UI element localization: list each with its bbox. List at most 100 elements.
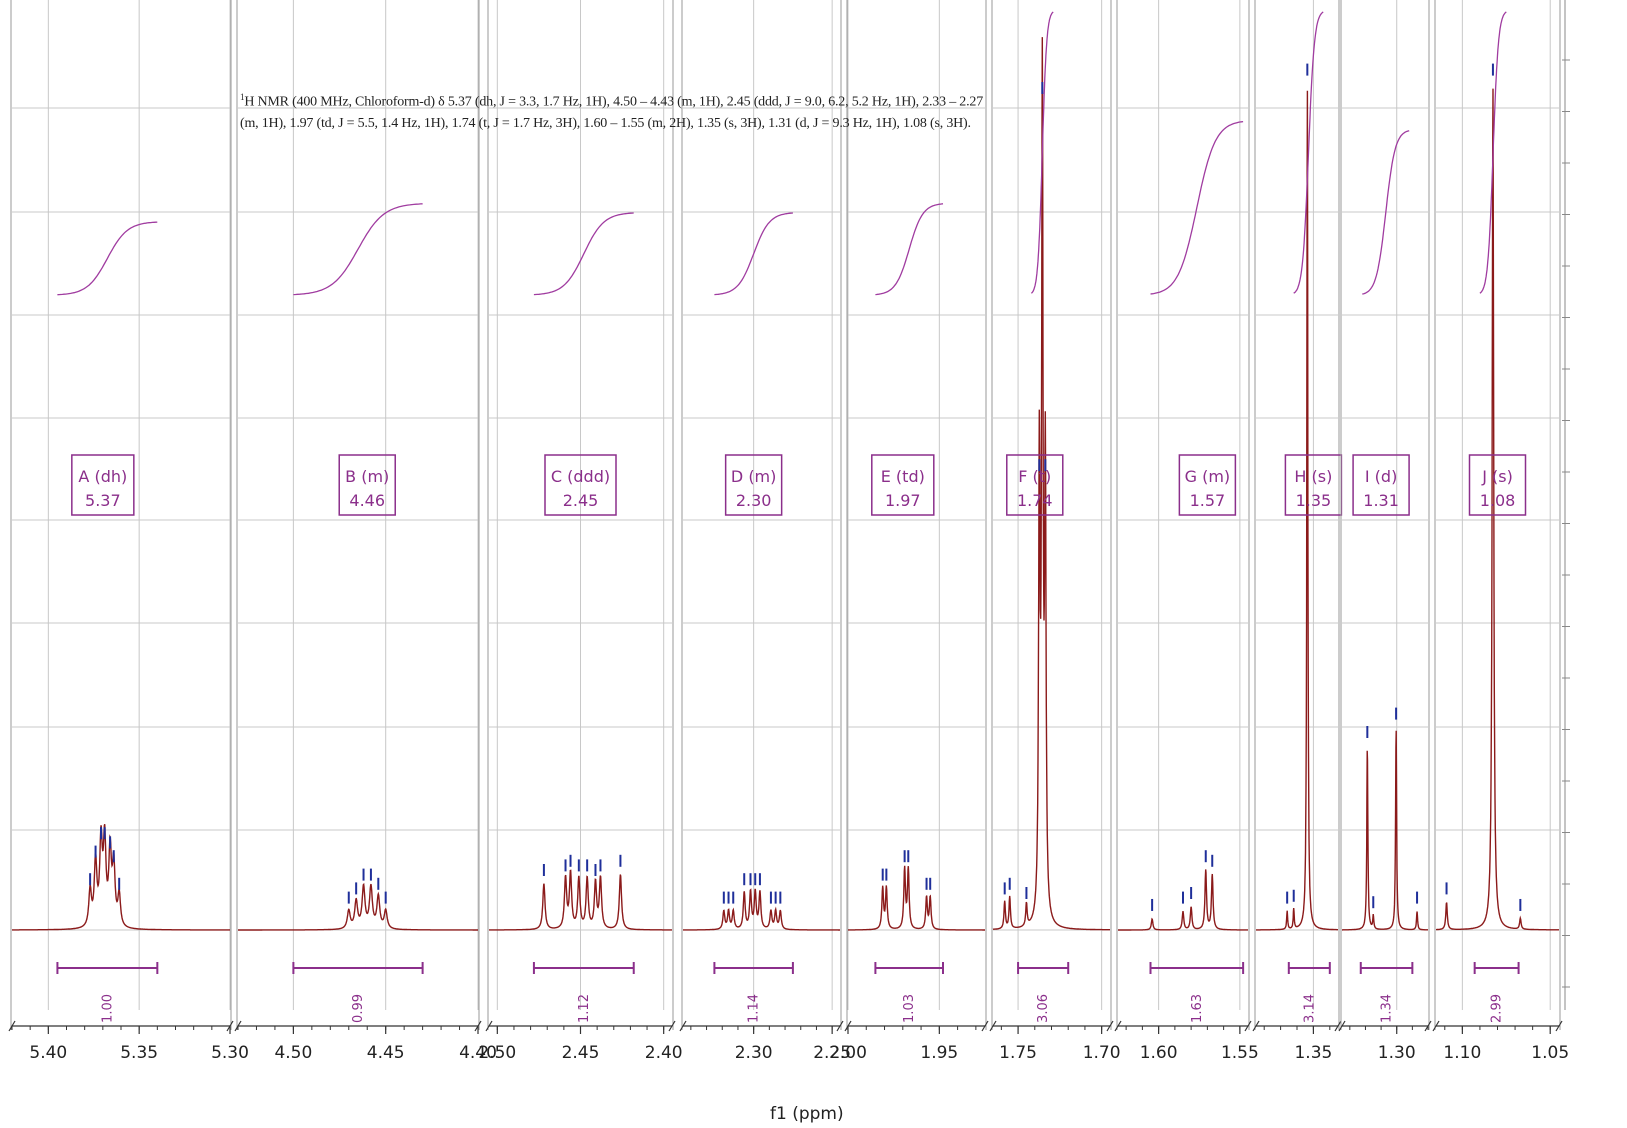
- x-tick-label: 4.50: [274, 1043, 312, 1063]
- integral-curve-D: [714, 212, 793, 296]
- spectrum-trace-J: [1436, 88, 1559, 931]
- multiplet-shift-C: 2.45: [563, 491, 599, 510]
- panel-H: H (s) 1.35 3.14 1.35: [1252, 0, 1343, 1063]
- x-tick-label: 2.40: [645, 1043, 683, 1063]
- multiplet-box-F: [1006, 454, 1064, 516]
- integral-curve-A: [57, 221, 158, 296]
- x-tick-label: 1.10: [1443, 1043, 1481, 1063]
- spectrum-trace-B: [238, 882, 478, 931]
- multiplet-box-I: [1352, 454, 1410, 516]
- spectrum-trace-G: [1118, 869, 1248, 931]
- integral-value-H: 3.14: [1302, 994, 1317, 1023]
- axis-break-mark: [981, 1020, 989, 1032]
- multiplet-shift-G: 1.57: [1190, 491, 1226, 510]
- axis-break-mark: [1114, 1020, 1122, 1032]
- x-tick-label: 2.00: [829, 1043, 867, 1063]
- axis-break-mark: [668, 1020, 676, 1032]
- panel-J: J (s) 1.08 2.99 1.10 1.05: [1432, 0, 1569, 1063]
- axis-break-mark: [836, 1020, 844, 1032]
- multiplet-label-I: I (d): [1365, 467, 1397, 486]
- x-tick-label: 4.40: [459, 1043, 497, 1063]
- nmr-caption-text: H NMR (400 MHz, Chloroform-d) δ 5.37 (dh…: [240, 94, 984, 131]
- integral-value-G: 1.63: [1190, 994, 1205, 1023]
- multiplet-label-E: E (td): [881, 467, 925, 486]
- multiplet-label-H: H (s): [1294, 467, 1332, 486]
- multiplet-label-A: A (dh): [78, 467, 127, 486]
- multiplet-box-B: [338, 454, 396, 516]
- multiplet-box-D: [724, 454, 783, 516]
- panel-C: C (ddd) 2.45 1.12 2.50 2.45 2.40: [478, 0, 683, 1063]
- axis-break-mark: [485, 1020, 493, 1032]
- x-tick-label: 1.95: [920, 1043, 958, 1063]
- axis-break-mark: [1555, 1020, 1563, 1032]
- integral-curve-G: [1150, 120, 1244, 295]
- axis-break-mark: [1432, 1020, 1440, 1032]
- x-tick-label: 2.25: [813, 1043, 851, 1063]
- x-tick-label: 1.60: [1140, 1043, 1178, 1063]
- multiplet-shift-H: 1.35: [1296, 491, 1332, 510]
- integral-curve-H: [1293, 11, 1324, 294]
- multiplet-label-G: G (m): [1185, 467, 1231, 486]
- x-tick-label: 2.50: [478, 1043, 516, 1063]
- x-tick-label: 2.45: [562, 1043, 600, 1063]
- x-tick-label: 5.35: [120, 1043, 158, 1063]
- x-tick-label: 1.70: [1083, 1043, 1121, 1063]
- axis-break-mark: [1106, 1020, 1114, 1032]
- integral-curve-J: [1479, 11, 1507, 294]
- x-tick-label: 2.30: [735, 1043, 773, 1063]
- axis-break-mark: [1244, 1020, 1252, 1032]
- x-tick-label: 1.05: [1531, 1043, 1569, 1063]
- multiplet-shift-F: 1.74: [1017, 491, 1053, 510]
- integral-value-E: 1.03: [902, 994, 917, 1023]
- panel-D: D (m) 2.30 1.14 2.30 2.25: [679, 0, 851, 1063]
- integral-value-D: 1.14: [747, 994, 762, 1023]
- integral-value-F: 3.06: [1036, 994, 1051, 1023]
- x-tick-label: 4.45: [367, 1043, 405, 1063]
- integral-value-I: 1.34: [1380, 994, 1395, 1023]
- panel-E: E (td) 1.97 1.03 2.00 1.95: [829, 0, 989, 1063]
- integral-curve-B: [293, 203, 423, 296]
- spectrum-trace-C: [489, 869, 672, 931]
- x-tick-label: 5.40: [29, 1043, 67, 1063]
- nmr-caption: 1H NMR (400 MHz, Chloroform-d) δ 5.37 (d…: [240, 87, 985, 134]
- x-tick-label: 5.30: [211, 1043, 249, 1063]
- integral-value-A: 1.00: [100, 994, 115, 1023]
- multiplet-box-G: [1178, 454, 1237, 516]
- integral-value-J: 2.99: [1490, 994, 1505, 1023]
- spectrum-trace-A: [12, 824, 230, 931]
- axis-break-mark: [1334, 1020, 1342, 1032]
- multiplet-box-E: [871, 454, 935, 516]
- multiplet-box-C: [544, 454, 617, 516]
- axis-break-mark: [1338, 1020, 1346, 1032]
- multiplet-box-A: [71, 454, 135, 516]
- spectrum-trace-I: [1342, 730, 1428, 931]
- spectrum-trace-F: [992, 37, 1110, 931]
- integral-curve-F: [1030, 11, 1054, 294]
- multiplet-shift-A: 5.37: [85, 491, 121, 510]
- multiplet-label-F: F (t): [1018, 467, 1051, 486]
- multiplet-box-J: [1468, 454, 1527, 516]
- multiplet-shift-D: 2.30: [736, 491, 772, 510]
- panel-G: G (m) 1.57 1.63 1.60 1.55: [1114, 0, 1259, 1063]
- integral-curve-C: [533, 212, 634, 296]
- panel-F: F (t) 1.74 3.06 1.75 1.70: [989, 0, 1121, 1063]
- x-tick-label: 1.35: [1294, 1043, 1332, 1063]
- multiplet-label-J: J (s): [1481, 467, 1513, 486]
- multiplet-shift-J: 1.08: [1480, 491, 1516, 510]
- axis-break-mark: [989, 1020, 997, 1032]
- axis-break-mark: [1252, 1020, 1260, 1032]
- x-tick-label: 1.30: [1378, 1043, 1416, 1063]
- x-tick-label: 1.55: [1221, 1043, 1259, 1063]
- multiplet-shift-I: 1.31: [1363, 491, 1399, 510]
- spectrum-trace-D: [683, 888, 840, 931]
- spectrum-trace-E: [848, 865, 985, 931]
- nucleus-superscript: 1: [240, 92, 245, 102]
- integral-curve-I: [1362, 130, 1410, 295]
- integral-value-C: 1.12: [577, 994, 592, 1023]
- integral-curve-E: [875, 203, 944, 296]
- x-tick-label: 1.75: [999, 1043, 1037, 1063]
- panel-B: B (m) 4.46 0.99 4.50 4.45 4.40: [234, 0, 497, 1063]
- axis-break-mark: [679, 1020, 687, 1032]
- panel-I: I (d) 1.31 1.34 1.30: [1338, 0, 1432, 1063]
